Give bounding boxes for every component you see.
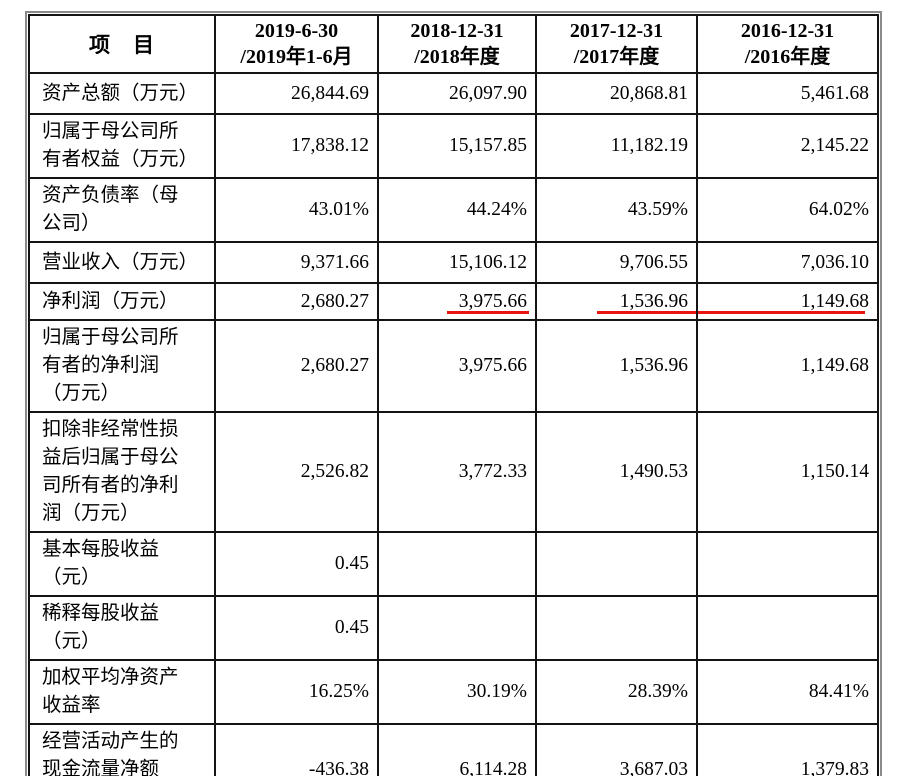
table-row-revenue: 营业收入（万元） 9,371.66 15,106.12 9,706.55 7,0… [28,241,879,284]
table-cell [696,595,879,661]
header-period-2016-span: /2016年度 [744,46,831,68]
table-cell: 7,036.10 [696,241,879,284]
table-cell: 30.19% [377,659,537,725]
table-cell [535,531,698,597]
table-cell: 1,379.83 [696,723,879,776]
row-label: 扣除非经常性损 益后归属于母公 司所有者的净利 润（万元） [28,411,216,533]
table-cell: 0.45 [214,531,379,597]
table-cell: 1,149.68 [696,319,879,413]
table-cell: 26,844.69 [214,72,379,115]
header-period-2019: 2019-6-30 /2019年1-6月 [214,14,379,74]
table-row-basic-eps: 基本每股收益 （元） 0.45 [28,531,879,597]
row-label: 资产负债率（母 公司） [28,177,216,243]
table-cell: 1,149.68 [696,282,879,321]
table-row-parent-equity: 归属于母公司所 有者权益（万元） 17,838.12 15,157.85 11,… [28,113,879,179]
header-period-2016: 2016-12-31 /2016年度 [696,14,879,74]
cell-value: 1,149.68 [800,290,869,312]
table-cell: 28.39% [535,659,698,725]
table-cell: 1,536.96 [535,282,698,321]
table-cell: 1,490.53 [535,411,698,533]
table-cell: 1,536.96 [535,319,698,413]
table-cell: 15,157.85 [377,113,537,179]
header-item: 项 目 [28,14,216,74]
table-row-debt-ratio: 资产负债率（母 公司） 43.01% 44.24% 43.59% 64.02% [28,177,879,243]
table-cell: 43.01% [214,177,379,243]
table-cell: 6,114.28 [377,723,537,776]
table-row-total-assets: 资产总额（万元） 26,844.69 26,097.90 20,868.81 5… [28,72,879,115]
row-label: 基本每股收益 （元） [28,531,216,597]
table-row-operating-cash-flow: 经营活动产生的 现金流量净额 （万元） -436.38 6,114.28 3,6… [28,723,879,776]
financial-summary-table-wrapper: 项 目 2019-6-30 /2019年1-6月 2018-12-31 /201… [25,11,882,776]
table-row-net-profit: 净利润（万元） 2,680.27 3,975.66 1,536.96 1,149… [28,282,879,321]
table-cell: 2,680.27 [214,319,379,413]
table-cell: 20,868.81 [535,72,698,115]
table-cell: 1,150.14 [696,411,879,533]
header-period-2017: 2017-12-31 /2017年度 [535,14,698,74]
financial-summary-table: 项 目 2019-6-30 /2019年1-6月 2018-12-31 /201… [28,14,879,776]
header-period-2019-span: /2019年1-6月 [240,46,353,68]
table-cell: 5,461.68 [696,72,879,115]
header-period-2017-span: /2017年度 [573,46,660,68]
table-cell: 44.24% [377,177,537,243]
table-cell: 43.59% [535,177,698,243]
table-cell: 9,371.66 [214,241,379,284]
row-label: 资产总额（万元） [28,72,216,115]
table-cell: 26,097.90 [377,72,537,115]
table-cell: 11,182.19 [535,113,698,179]
table-row-diluted-eps: 稀释每股收益 （元） 0.45 [28,595,879,661]
table-cell: 3,975.66 [377,319,537,413]
table-cell: 9,706.55 [535,241,698,284]
table-cell: 3,772.33 [377,411,537,533]
table-cell [377,531,537,597]
table-row-parent-net-profit: 归属于母公司所 有者的净利润 （万元） 2,680.27 3,975.66 1,… [28,319,879,413]
table-cell [377,595,537,661]
row-label: 稀释每股收益 （元） [28,595,216,661]
row-label: 净利润（万元） [28,282,216,321]
cell-value: 3,975.66 [458,290,527,312]
header-period-2019-date: 2019-6-30 [254,20,339,42]
header-period-2017-date: 2017-12-31 [569,20,664,42]
table-cell: 15,106.12 [377,241,537,284]
table-cell: 16.25% [214,659,379,725]
table-cell: 2,680.27 [214,282,379,321]
row-label: 归属于母公司所 有者的净利润 （万元） [28,319,216,413]
table-cell: 84.41% [696,659,879,725]
table-cell: 2,145.22 [696,113,879,179]
table-cell: 2,526.82 [214,411,379,533]
table-cell: 0.45 [214,595,379,661]
header-period-2018-span: /2018年度 [414,46,500,68]
table-cell [535,595,698,661]
header-period-2016-date: 2016-12-31 [740,20,835,42]
table-cell: 17,838.12 [214,113,379,179]
table-row-weighted-roe: 加权平均净资产 收益率 16.25% 30.19% 28.39% 84.41% [28,659,879,725]
table-cell: 3,975.66 [377,282,537,321]
table-cell [696,531,879,597]
table-cell: -436.38 [214,723,379,776]
table-cell: 3,687.03 [535,723,698,776]
table-row-non-recurring-net-profit: 扣除非经常性损 益后归属于母公 司所有者的净利 润（万元） 2,526.82 3… [28,411,879,533]
row-label: 加权平均净资产 收益率 [28,659,216,725]
red-underline-annotation [597,311,695,314]
header-period-2018-date: 2018-12-31 [410,20,504,42]
table-header-row: 项 目 2019-6-30 /2019年1-6月 2018-12-31 /201… [28,14,879,74]
row-label: 营业收入（万元） [28,241,216,284]
cell-value: 1,536.96 [619,290,688,312]
table-cell: 64.02% [696,177,879,243]
header-period-2018: 2018-12-31 /2018年度 [377,14,537,74]
row-label: 经营活动产生的 现金流量净额 （万元） [28,723,216,776]
red-underline-annotation [699,311,865,314]
row-label: 归属于母公司所 有者权益（万元） [28,113,216,179]
red-underline-annotation [447,311,529,314]
